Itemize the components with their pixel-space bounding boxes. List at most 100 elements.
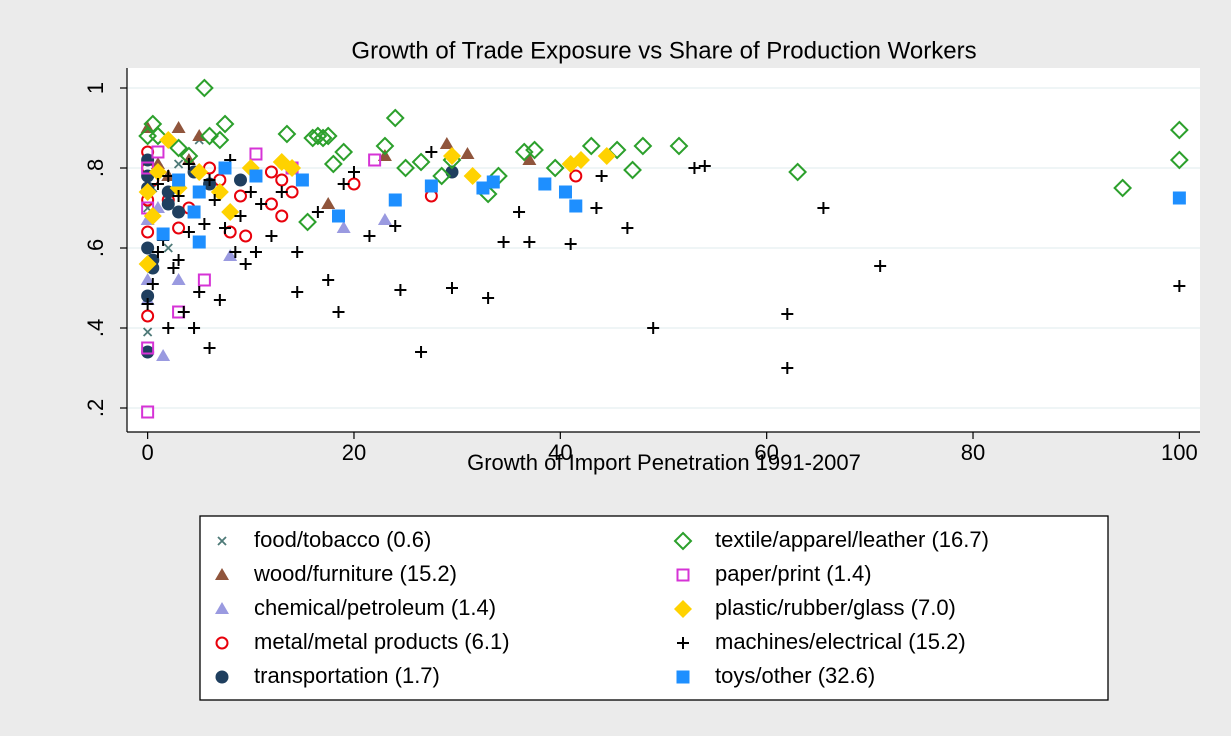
marker-plus — [688, 162, 701, 174]
marker-square — [249, 147, 263, 161]
marker-diamond — [298, 212, 317, 232]
marker-plus — [151, 178, 164, 190]
legend-label: machines/electrical (15.2) — [715, 629, 966, 654]
chart-title: Growth of Trade Exposure vs Share of Pro… — [351, 37, 976, 64]
marker-diamond — [194, 78, 214, 98]
marker-diamond — [143, 207, 162, 225]
marker-plus — [363, 230, 376, 242]
marker-square — [172, 173, 186, 187]
marker-plus — [513, 206, 526, 218]
marker-plus — [347, 166, 360, 178]
marker-diamond — [210, 130, 230, 150]
marker-square — [249, 169, 263, 183]
marker-diamond — [1113, 178, 1133, 198]
marker-square — [151, 145, 165, 159]
legend-label: plastic/rubber/glass (7.0) — [715, 595, 956, 620]
legend-label: transportation (1.7) — [254, 663, 440, 688]
marker-plus — [146, 278, 159, 290]
marker-triangle — [522, 153, 537, 165]
marker-diamond — [432, 166, 452, 186]
marker-diamond — [514, 142, 534, 162]
y-tick-label: 1 — [83, 82, 108, 94]
marker-plus — [781, 362, 794, 374]
legend — [199, 515, 1109, 701]
marker-diamond — [581, 136, 601, 156]
marker-x — [173, 159, 184, 169]
marker-plus — [177, 306, 190, 318]
marker-triangle — [223, 249, 238, 261]
marker-square — [676, 670, 690, 684]
marker-x — [163, 243, 173, 253]
marker-triangle — [140, 273, 155, 285]
marker-circle — [141, 241, 155, 255]
marker-circle — [172, 205, 186, 219]
marker-plus — [311, 206, 324, 218]
marker-plus — [1173, 280, 1186, 292]
marker-plus — [564, 238, 577, 250]
marker-diamond — [1169, 150, 1189, 170]
marker-square — [569, 199, 583, 213]
marker-x — [217, 536, 227, 546]
marker-plus — [203, 174, 216, 186]
legend-label: wood/furniture (15.2) — [253, 561, 457, 586]
marker-diamond — [623, 160, 642, 180]
marker-plus — [445, 282, 458, 294]
marker-circle — [141, 309, 155, 323]
marker-diamond — [633, 136, 653, 156]
marker-square — [388, 193, 402, 207]
marker-circle — [275, 209, 289, 223]
marker-plus — [394, 284, 407, 296]
marker-diamond — [138, 255, 157, 273]
marker-square — [141, 405, 155, 419]
marker-circle — [141, 225, 155, 239]
marker-diamond — [1169, 120, 1189, 140]
marker-diamond — [169, 138, 189, 158]
marker-triangle — [439, 137, 454, 149]
marker-plus — [203, 342, 216, 354]
marker-plus — [322, 274, 335, 286]
marker-square — [676, 568, 690, 582]
marker-plus — [389, 220, 402, 232]
marker-circle — [233, 189, 247, 203]
marker-plus — [151, 246, 164, 258]
marker-triangle — [336, 221, 351, 233]
marker-plus — [229, 246, 242, 258]
marker-plus — [817, 202, 830, 214]
marker-diamond — [148, 126, 168, 146]
marker-plus — [182, 158, 195, 170]
marker-triangle — [321, 197, 336, 209]
y-tick-label: .4 — [83, 319, 108, 337]
marker-plus — [182, 226, 195, 238]
marker-plus — [590, 202, 603, 214]
marker-plus — [219, 222, 232, 234]
marker-circle — [215, 636, 229, 650]
marker-square — [192, 235, 206, 249]
marker-diamond — [215, 114, 235, 134]
legend-label: food/tobacco (0.6) — [254, 527, 431, 552]
y-tick-label: .8 — [83, 159, 108, 177]
marker-plus — [523, 236, 536, 248]
marker-diamond — [385, 108, 405, 128]
marker-plus — [647, 322, 660, 334]
marker-plus — [265, 230, 278, 242]
marker-diamond — [669, 136, 689, 156]
marker-diamond — [375, 136, 395, 156]
marker-diamond — [571, 151, 590, 169]
marker-diamond — [463, 167, 482, 185]
marker-plus — [162, 322, 175, 334]
x-tick-label: 20 — [342, 440, 366, 465]
marker-plus — [337, 178, 350, 190]
marker-plus — [425, 146, 438, 158]
legend-label: chemical/petroleum (1.4) — [254, 595, 496, 620]
marker-diamond — [673, 531, 693, 551]
marker-plus — [677, 637, 689, 649]
marker-diamond — [597, 147, 616, 165]
marker-plus — [198, 218, 211, 230]
marker-plus — [332, 306, 345, 318]
marker-diamond — [442, 147, 461, 165]
marker-circle — [264, 165, 278, 179]
x-tick-label: 0 — [142, 440, 154, 465]
marker-square — [558, 185, 572, 199]
marker-circle — [569, 169, 583, 183]
marker-square — [476, 181, 490, 195]
